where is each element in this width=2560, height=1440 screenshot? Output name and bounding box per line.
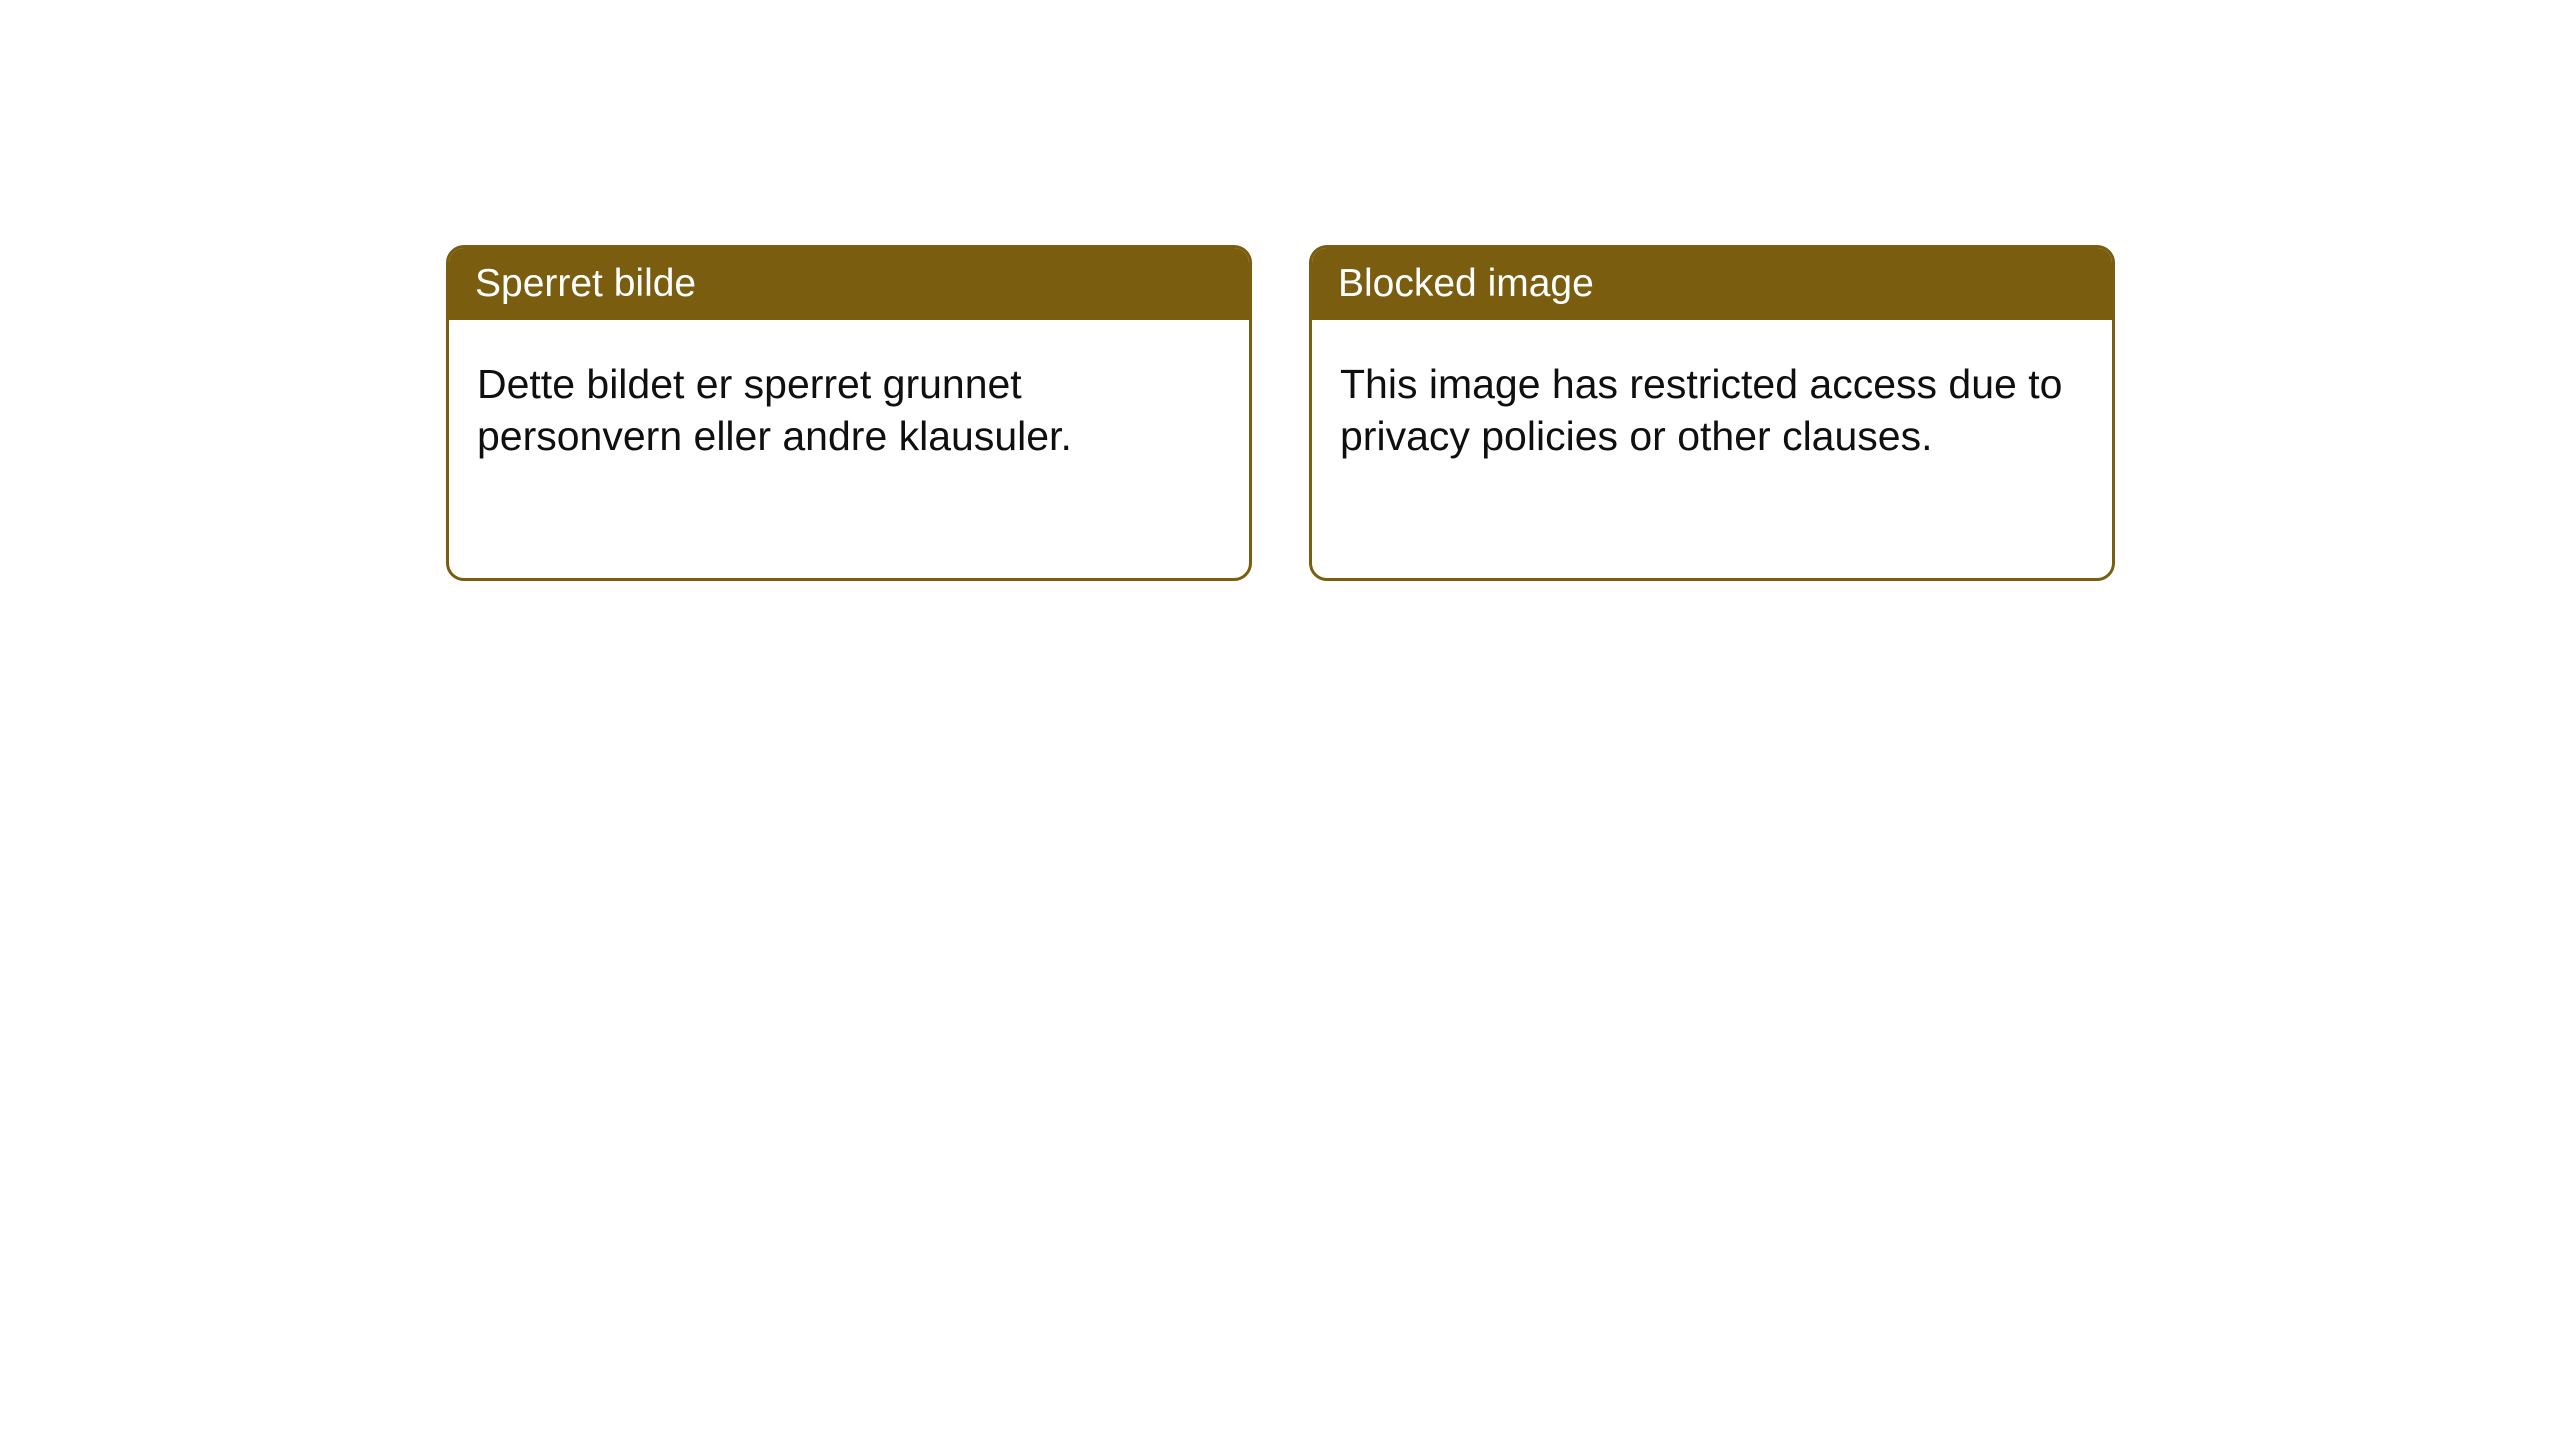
notice-card-message: This image has restricted access due to … xyxy=(1340,361,2062,459)
notice-card-title: Blocked image xyxy=(1338,262,1594,305)
notice-card-message: Dette bildet er sperret grunnet personve… xyxy=(477,361,1072,459)
notice-card-title: Sperret bilde xyxy=(475,262,696,305)
notice-card-english: Blocked image This image has restricted … xyxy=(1309,245,2115,581)
notice-card-header: Blocked image xyxy=(1312,248,2112,320)
notice-card-norwegian: Sperret bilde Dette bildet er sperret gr… xyxy=(446,245,1252,581)
notice-card-body: Dette bildet er sperret grunnet personve… xyxy=(449,320,1249,501)
notice-cards-container: Sperret bilde Dette bildet er sperret gr… xyxy=(446,245,2115,581)
notice-card-body: This image has restricted access due to … xyxy=(1312,320,2112,501)
notice-card-header: Sperret bilde xyxy=(449,248,1249,320)
